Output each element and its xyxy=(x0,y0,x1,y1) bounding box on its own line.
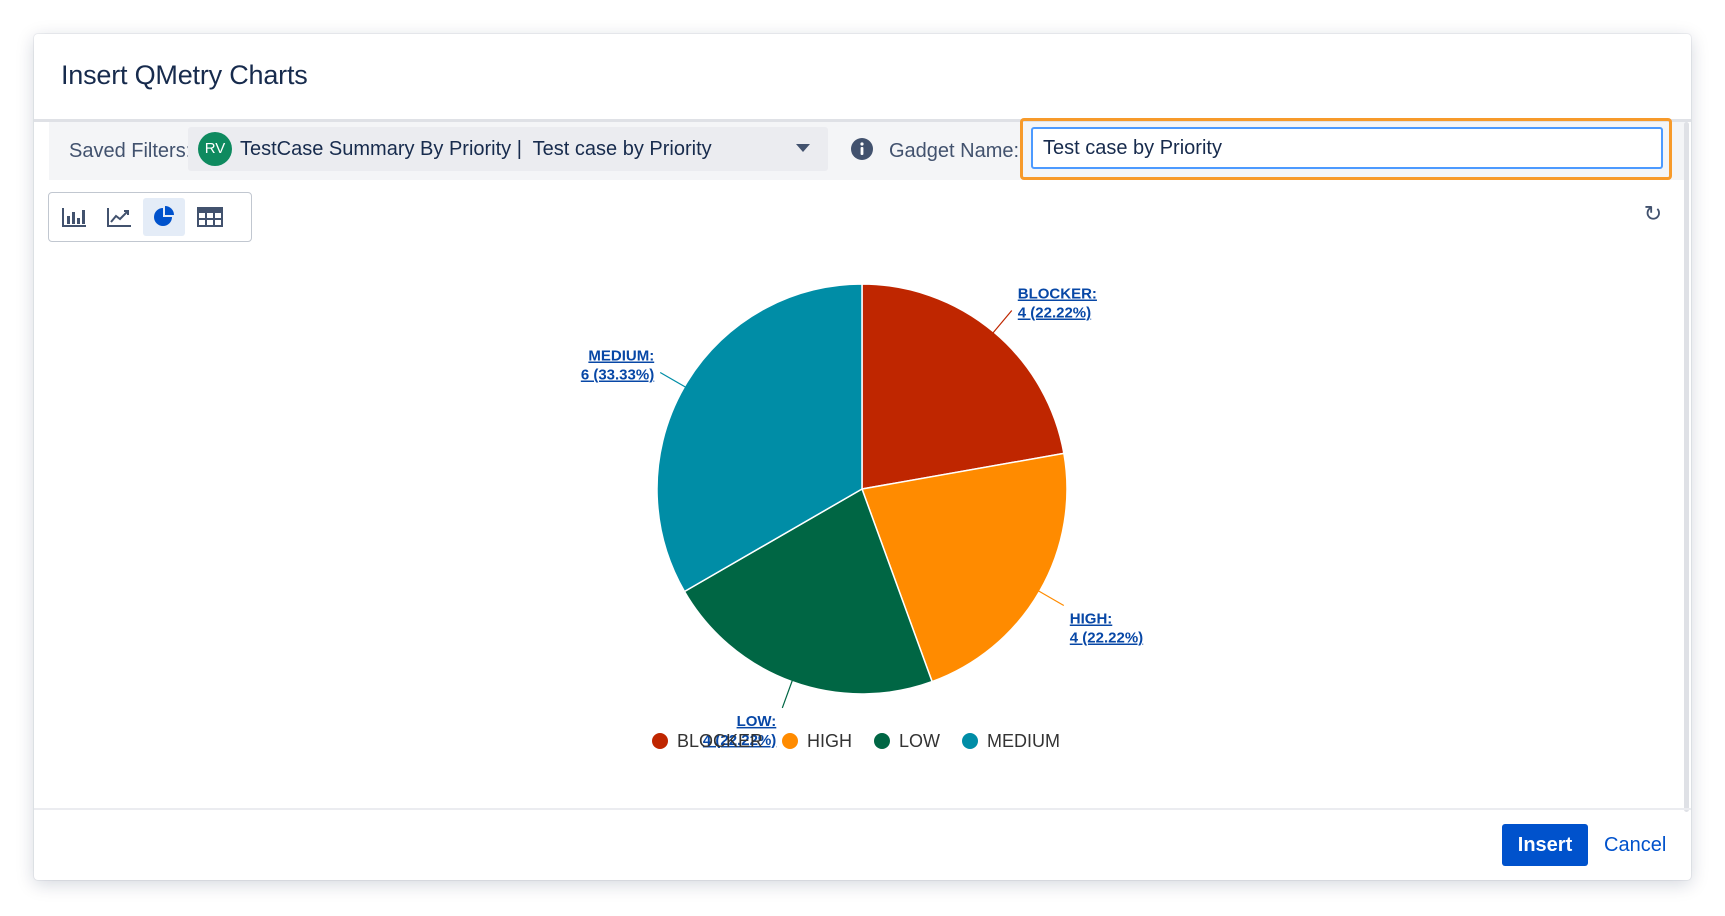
line-chart-button[interactable] xyxy=(98,198,140,236)
bar-chart-icon xyxy=(62,208,86,227)
gadget-name-input[interactable] xyxy=(1031,127,1663,169)
refresh-icon[interactable]: ↻ xyxy=(1643,201,1663,226)
saved-filter-dropdown[interactable]: RV TestCase Summary By Priority | Test c… xyxy=(188,127,828,171)
legend-item-low[interactable]: LOW xyxy=(874,731,940,751)
chevron-down-icon[interactable] xyxy=(796,144,810,152)
table-icon xyxy=(197,207,223,227)
bar-chart-button[interactable] xyxy=(53,198,95,236)
dialog-title: Insert QMetry Charts xyxy=(61,60,308,90)
avatar: RV xyxy=(198,132,232,166)
legend-marker-low xyxy=(874,733,890,749)
info-icon[interactable] xyxy=(850,137,874,161)
data-label-high[interactable]: HIGH: 4 (22.22%) xyxy=(1070,611,1143,647)
legend-marker-medium xyxy=(962,733,978,749)
footer-divider xyxy=(34,808,1691,810)
header-divider xyxy=(34,119,1691,122)
legend-label-low: LOW xyxy=(899,731,940,751)
legend-label-medium: MEDIUM xyxy=(987,731,1060,751)
label-connector-medium xyxy=(659,371,687,389)
label-connector-low xyxy=(781,679,794,709)
label-connector-blocker xyxy=(992,310,1013,334)
gadget-name-focus-ring xyxy=(1020,118,1672,180)
legend-item-high[interactable]: HIGH xyxy=(782,731,852,751)
cancel-link[interactable]: Cancel xyxy=(1604,834,1667,856)
insert-charts-dialog: Insert QMetry Charts Saved Filters: RV T… xyxy=(34,34,1691,880)
chart-type-toolbar xyxy=(48,192,252,242)
gadget-name-label: Gadget Name: xyxy=(889,140,1020,162)
data-label-blocker[interactable]: BLOCKER: 4 (22.22%) xyxy=(1018,286,1097,322)
line-chart-icon xyxy=(107,208,131,227)
pie-chart: BLOCKER: 4 (22.22%) HIGH: 4 (22.22%) LOW: 4 (… xyxy=(581,283,1143,751)
legend-item-medium[interactable]: MEDIUM xyxy=(962,731,1060,751)
pie-chart-icon xyxy=(154,206,174,226)
label-connector-high xyxy=(1037,589,1065,607)
legend-marker-blocker xyxy=(652,733,668,749)
legend-label-high: HIGH xyxy=(807,731,852,751)
data-label-low[interactable]: LOW: 4 (22.22%) xyxy=(703,713,776,749)
data-label-medium[interactable]: MEDIUM: 6 (33.33%) xyxy=(581,348,654,384)
saved-filters-label: Saved Filters: xyxy=(69,140,192,162)
pie-chart-button[interactable] xyxy=(143,198,185,236)
legend-item-blocker[interactable]: BLOCKER xyxy=(652,731,763,751)
legend-marker-high xyxy=(782,733,798,749)
legend-label-blocker: BLOCKER xyxy=(677,731,763,751)
scrollbar[interactable] xyxy=(1684,122,1689,812)
selected-filter-text: TestCase Summary By Priority | Test case… xyxy=(240,138,712,160)
table-view-button[interactable] xyxy=(189,198,231,236)
insert-button[interactable]: Insert xyxy=(1502,824,1588,866)
